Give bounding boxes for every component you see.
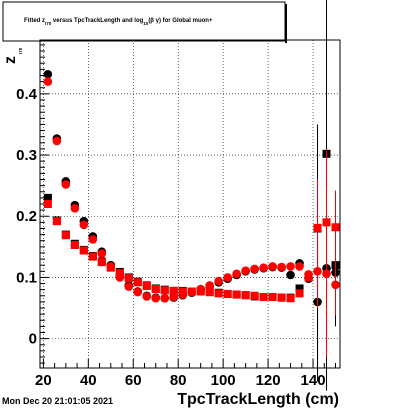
data-point-square [70,241,79,249]
data-point-circle [286,262,295,271]
chart-title: Fitted zI70 versus TpcTrackLength and lo… [24,18,213,26]
data-point-circle [133,287,143,297]
data-point-circle [52,136,62,146]
data-point-circle [214,276,223,286]
data-point-circle [151,293,161,303]
data-point-circle [97,249,107,258]
title-box: Fitted zI70 versus TpcTrackLength and lo… [2,1,287,43]
data-point-square [259,293,268,302]
data-point-circle [286,270,295,280]
data-point-square [250,291,259,300]
data-point-circle [268,262,277,271]
plot-frame [39,39,341,369]
data-point-circle [277,262,286,272]
data-point-square [214,289,223,298]
data-point-circle [331,280,340,290]
x-tick-label: 100 [211,372,236,389]
data-point-square [277,293,286,302]
data-point-circle [259,263,268,272]
x-tick-label: 140 [301,372,326,389]
data-point-circle [61,180,71,189]
data-point-circle [124,282,134,291]
data-marks [43,0,340,391]
data-point-circle [169,292,179,302]
data-point-circle [70,203,80,213]
data-point-square [43,200,52,208]
data-point-square [331,223,340,232]
data-point-circle [88,235,98,244]
data-point-circle [43,77,53,86]
data-point-circle [43,69,53,79]
data-point-square [133,278,142,287]
data-point-circle [205,281,214,290]
x-axis-label: TpcTrackLength (cm) [177,391,339,408]
data-point-circle [196,284,205,294]
data-point-circle [178,290,187,299]
data-point-circle [142,292,152,301]
data-point-circle [295,262,304,271]
data-point-square [286,294,295,303]
x-tick-label: 20 [35,372,52,389]
data-point-square [151,285,160,294]
data-point-square [97,258,106,267]
data-point-square [241,291,250,300]
x-tick-label: 40 [80,372,97,389]
data-point-square [43,193,52,202]
data-point-square [268,293,277,302]
y-axis-label-sub: I70 [18,47,23,54]
data-point-circle [232,269,241,279]
y-tick-label: 0.3 [16,147,37,164]
data-point-circle [322,269,331,279]
data-point-square [295,284,304,293]
data-point-square [205,288,214,297]
data-point-circle [223,273,232,282]
y-axis-label-main: z [2,56,19,64]
data-point-square [232,290,241,299]
axes: 20 40 60 80 100 120 140 0 0.1 0.2 0.3 0.4 [16,44,337,389]
data-point-square [142,282,151,290]
data-point-square [61,231,70,240]
data-point-square [124,274,133,283]
data-point-square [313,223,322,232]
data-point-circle [304,270,313,279]
data-point-circle [115,273,125,282]
data-point-circle [160,293,170,303]
y-tick-label: 0.2 [16,208,37,225]
x-tick-label: 60 [125,372,142,389]
grid [40,40,340,368]
data-point-circle [106,262,116,271]
data-point-circle [187,287,196,297]
data-point-square [88,252,97,261]
y-axis-label: z I70 [2,47,23,64]
data-point-square [295,289,304,298]
y-tick-label: 0 [29,331,37,348]
data-point-circle [250,264,259,274]
data-point-square [79,246,88,255]
data-point-square [160,286,169,295]
data-point-square [52,217,61,226]
timestamp: Mon Dec 20 21:01:05 2021 [2,396,113,406]
data-point-square [169,286,178,295]
x-tick-label: 80 [170,372,187,389]
y-tick-label: 0.4 [16,86,38,103]
y-tick-label: 0.1 [16,269,37,286]
data-point-square [223,289,232,298]
data-point-circle [313,267,322,276]
x-tick-label: 120 [256,372,281,389]
data-point-circle [79,220,89,230]
data-point-circle [241,266,250,276]
